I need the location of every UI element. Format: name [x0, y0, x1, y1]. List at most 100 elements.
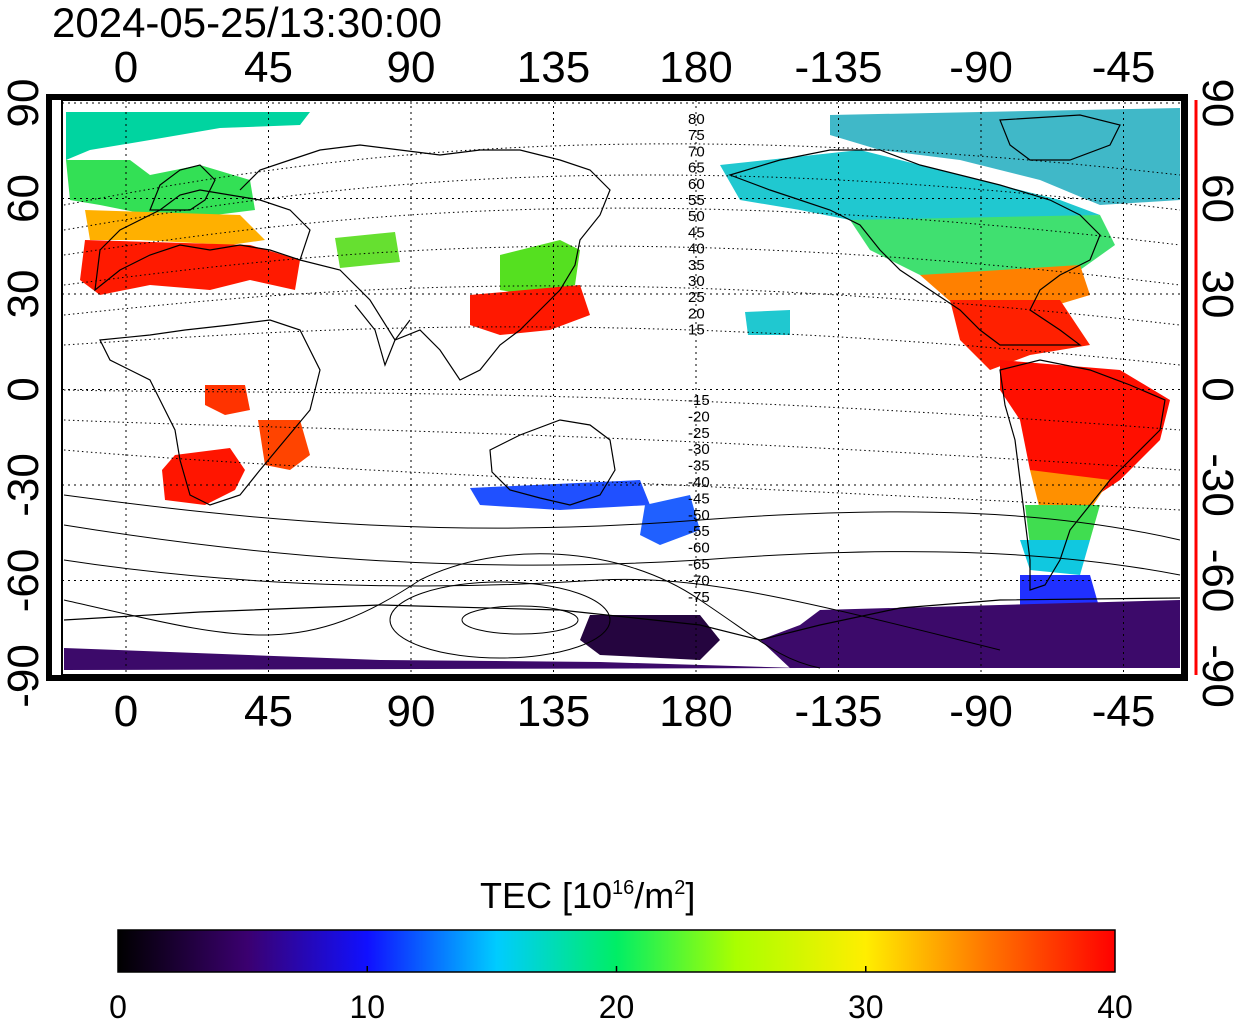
map-title: 2024-05-25/13:30:00: [52, 0, 442, 46]
contour-label: -65: [688, 556, 710, 573]
tec-patch-africa-center: [205, 385, 250, 415]
contour-label: -20: [688, 408, 710, 425]
tec-patch-nz-blue: [640, 495, 700, 545]
contour-label: -50: [688, 507, 710, 524]
colorbar-gradient: [117, 929, 1116, 973]
lat-tick-label-left: -90: [0, 644, 48, 708]
coastline-north-america: [728, 149, 1101, 346]
lon-tick-label-top: -90: [949, 43, 1013, 92]
tec-patch-africa-south: [162, 448, 245, 505]
magnetic-contours: [63, 143, 1181, 511]
colorbar-ticks: 0 10 20 30 40: [109, 966, 1133, 1021]
contour-label: 70: [688, 143, 705, 160]
contour-label: -45: [688, 490, 710, 507]
lon-ticks-top: 0 45 90 135 180 -135 -90 -45: [114, 43, 1156, 92]
contour-line: [63, 524, 1181, 576]
colorbar-title-unit: /m: [634, 875, 674, 916]
coastlines: [63, 114, 1181, 641]
contour-pole-outer: [389, 581, 611, 659]
contour-label: -25: [688, 425, 710, 442]
tec-patch-south-america-red: [1000, 360, 1170, 500]
lon-tick-label-bottom: 90: [387, 687, 436, 736]
tec-patch-pacific-cyan: [745, 310, 790, 335]
contour-label: 45: [688, 224, 705, 241]
contour-label: 65: [688, 160, 705, 177]
tec-patch-southern-rim: [64, 648, 800, 670]
contour-label: 30: [688, 273, 705, 290]
tec-patch-arctic-na: [830, 108, 1180, 205]
tec-patch-europe-north: [66, 112, 310, 160]
bottom-axis-bar: [52, 675, 1187, 681]
contour-label: -40: [688, 474, 710, 491]
colorbar-tick-label: 0: [109, 989, 127, 1021]
contour-label: -30: [688, 441, 710, 458]
contour-label: -35: [688, 458, 710, 475]
coastline-greenland: [999, 114, 1121, 161]
contour-line: [63, 494, 1181, 541]
contour-label: 20: [688, 305, 705, 322]
lon-tick-label-top: 180: [659, 43, 732, 92]
tec-patch-japan-green: [500, 240, 580, 295]
lon-tick-label-bottom: -135: [794, 687, 882, 736]
colorbar-title-sup2: 2: [674, 877, 685, 899]
right-axis-bar: [1182, 94, 1188, 681]
tec-data-layer: [64, 108, 1180, 670]
colorbar-title: TEC [1016/m2]: [480, 875, 695, 916]
lat-tick-label-right: -90: [1193, 644, 1235, 708]
lat-tick-label-right: -30: [1193, 453, 1235, 517]
coastline-south-america: [999, 359, 1166, 591]
lat-tick-label-right: 90: [1193, 79, 1235, 128]
lat-tick-label-right: 30: [1193, 270, 1235, 319]
lon-tick-label-top: -45: [1092, 43, 1156, 92]
lat-tick-label-left: -30: [0, 453, 48, 517]
lat-tick-label-left: 90: [0, 79, 48, 128]
coastline-asia: [239, 144, 611, 381]
tec-patch-alaska-cyan: [720, 150, 1100, 230]
contour-label: 55: [688, 192, 705, 209]
contour-label: 60: [688, 176, 705, 193]
colorbar-title-sup: 16: [612, 877, 634, 899]
lon-tick-label-bottom: 0: [114, 687, 138, 736]
lon-ticks-bottom: 0 45 90 135 180 -135 -90 -45: [114, 687, 1156, 736]
lat-tick-label-left: 30: [0, 270, 48, 319]
contour-line: [63, 419, 1181, 471]
lat-tick-label-left: 60: [0, 174, 48, 223]
contour-label: 75: [688, 127, 705, 144]
tec-patch-south-america-orange: [1030, 470, 1110, 510]
lat-tick-label-right: 0: [1193, 377, 1235, 401]
lat-tick-label-left: 0: [0, 377, 48, 401]
colorbar-title-main: TEC [10: [480, 875, 612, 916]
lon-tick-label-top: 90: [387, 43, 436, 92]
contour-pole-inner: [461, 605, 579, 635]
tec-patch-east-asia-red: [470, 285, 590, 335]
lon-tick-label-top: 0: [114, 43, 138, 92]
coastline-india: [354, 304, 411, 367]
lat-tick-label-right: -60: [1193, 549, 1235, 613]
tec-patch-europe-red: [80, 240, 300, 295]
lon-tick-label-bottom: 45: [244, 687, 293, 736]
contour-label: -70: [688, 572, 710, 589]
left-axis-bar: [46, 94, 52, 681]
colorbar-tick-label: 20: [599, 989, 635, 1021]
lon-tick-label-bottom: -45: [1092, 687, 1156, 736]
contour-label: 50: [688, 208, 705, 225]
contour-label: -60: [688, 540, 710, 557]
lon-tick-label-bottom: 180: [659, 687, 732, 736]
contour-label: 80: [688, 111, 705, 128]
coastline-antarctica: [63, 597, 1181, 641]
contour-label: -55: [688, 523, 710, 540]
lat-tick-label-right: 60: [1193, 174, 1235, 223]
colorbar-title-end: ]: [685, 875, 695, 916]
coastline-scandinavia: [149, 164, 216, 211]
lat-tick-label-left: -60: [0, 549, 48, 613]
contour-label: 15: [688, 322, 705, 339]
contour-label: 25: [688, 289, 705, 306]
lon-tick-label-bottom: 135: [517, 687, 590, 736]
tec-patch-central-asia-green: [335, 232, 400, 268]
colorbar-tick-label: 40: [1097, 989, 1133, 1021]
contour-line: [63, 143, 1181, 206]
contour-label: 40: [688, 241, 705, 258]
